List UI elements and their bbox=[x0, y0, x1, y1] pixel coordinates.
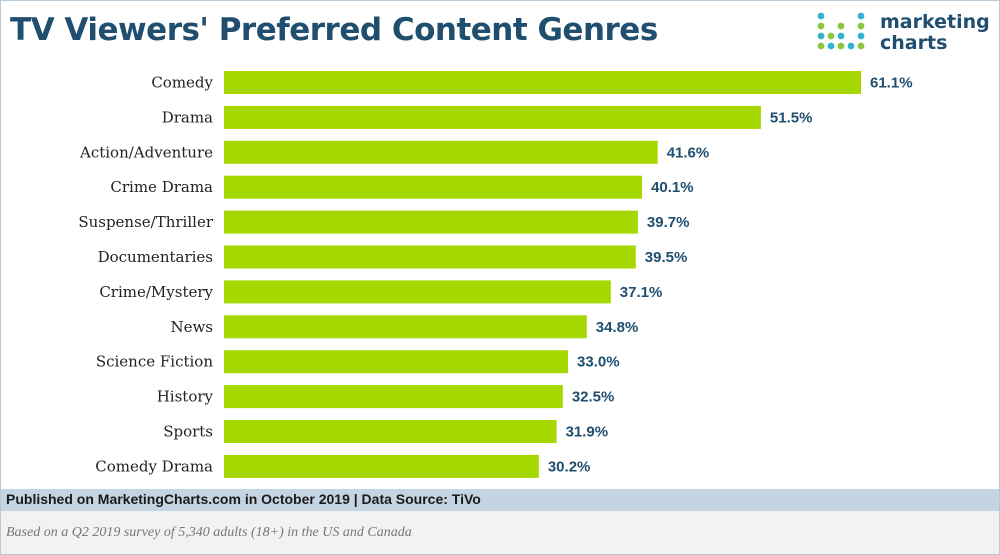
category-label: Documentaries bbox=[98, 248, 213, 266]
value-label: 61.1% bbox=[870, 75, 913, 92]
value-label: 30.2% bbox=[548, 458, 591, 475]
bar bbox=[224, 105, 761, 129]
value-label: 39.7% bbox=[647, 214, 690, 231]
category-label: News bbox=[170, 318, 213, 336]
logo-dot bbox=[837, 22, 845, 30]
category-label: Sports bbox=[163, 423, 213, 441]
bar bbox=[224, 210, 638, 234]
logo-line-1: marketing bbox=[880, 11, 990, 33]
category-label: Suspense/Thriller bbox=[78, 213, 214, 231]
logo-dot bbox=[837, 42, 845, 50]
logo-dot bbox=[817, 12, 825, 20]
footer-note-text: Based on a Q2 2019 survey of 5,340 adult… bbox=[6, 525, 412, 540]
category-label: Action/Adventure bbox=[79, 143, 213, 161]
value-label: 37.1% bbox=[620, 284, 663, 301]
bar bbox=[224, 385, 563, 409]
value-label: 32.5% bbox=[572, 389, 615, 406]
logo-icon bbox=[817, 12, 865, 50]
logo-dot bbox=[857, 12, 865, 20]
logo-dot bbox=[847, 42, 855, 50]
logo-dot bbox=[817, 42, 825, 50]
bar bbox=[224, 420, 557, 443]
footer-note-area: Based on a Q2 2019 survey of 5,340 adult… bbox=[1, 511, 999, 554]
logo-dot bbox=[857, 32, 865, 40]
bar bbox=[224, 280, 611, 304]
logo-dot bbox=[827, 32, 835, 40]
logo-dot bbox=[817, 32, 825, 40]
logo-dot bbox=[857, 42, 865, 50]
bar bbox=[224, 315, 587, 339]
bar-chart: Comedy 61.1% Drama 51.5% Action/Adventure 41.… bbox=[78, 71, 913, 478]
chart-title: TV Viewers' Preferred Content Genres bbox=[10, 12, 658, 48]
category-label: Science Fiction bbox=[96, 353, 214, 371]
value-label: 34.8% bbox=[596, 319, 639, 336]
value-label: 51.5% bbox=[770, 109, 813, 126]
bar bbox=[224, 140, 658, 164]
bar bbox=[224, 71, 861, 94]
logo-dot bbox=[857, 22, 865, 30]
logo-wordmark: marketing charts bbox=[880, 12, 990, 54]
value-label: 31.9% bbox=[566, 424, 609, 441]
logo-dot bbox=[827, 42, 835, 50]
footer-source-bar: Published on MarketingCharts.com in Octo… bbox=[1, 489, 999, 511]
bar bbox=[224, 350, 569, 374]
logo-dot bbox=[817, 22, 825, 30]
value-label: 33.0% bbox=[577, 354, 620, 371]
value-label: 39.5% bbox=[645, 249, 688, 266]
logo-line-2: charts bbox=[880, 32, 948, 54]
category-label: Crime Drama bbox=[110, 178, 213, 196]
category-label: Drama bbox=[162, 108, 213, 126]
bar bbox=[224, 175, 643, 199]
category-label: Comedy Drama bbox=[95, 457, 213, 475]
value-label: 41.6% bbox=[667, 144, 710, 161]
category-label: Comedy bbox=[151, 74, 213, 92]
bar bbox=[224, 245, 636, 269]
category-label: Crime/Mystery bbox=[99, 283, 213, 301]
category-label: History bbox=[157, 388, 214, 406]
bar bbox=[224, 454, 539, 478]
logo-dot bbox=[837, 32, 845, 40]
value-label: 40.1% bbox=[651, 179, 694, 196]
footer-source-text: Published on MarketingCharts.com in Octo… bbox=[6, 491, 481, 507]
